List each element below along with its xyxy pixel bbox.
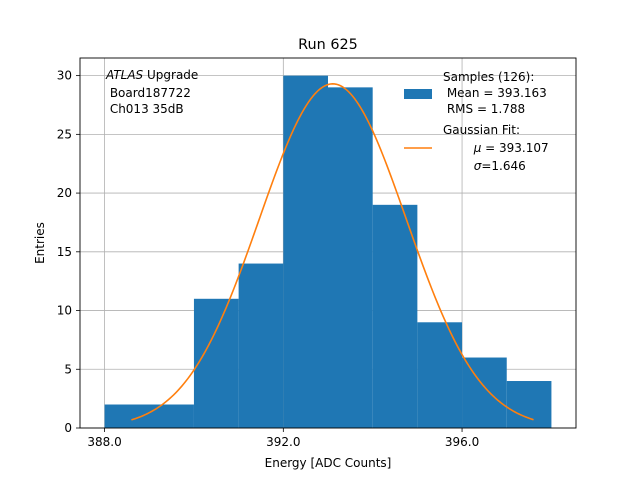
y-tick-label: 25: [57, 127, 72, 141]
histogram-bar: [506, 381, 552, 428]
histogram-bars: [104, 75, 552, 428]
legend-fit-sigma: σ=1.646: [443, 159, 545, 173]
y-tick-label: 10: [57, 304, 72, 318]
channel-label: Ch013 35dB: [106, 102, 184, 116]
histogram-bar: [328, 87, 373, 428]
legend-samples-swatch: [404, 89, 432, 99]
x-axis-label: Energy [ADC Counts]: [265, 456, 392, 470]
y-tick-label: 5: [64, 362, 72, 376]
y-axis-ticks: 0 5 10 15 20 25 30: [57, 69, 80, 435]
legend: Samples (126): Mean = 393.163 RMS = 1.78…: [404, 70, 568, 173]
histogram-bar: [462, 357, 507, 428]
run-annotation: ATLAS Upgrade Board187722 Ch013 35dB: [105, 68, 198, 116]
x-axis-ticks: 388.0 392.0 396.0: [87, 428, 479, 449]
atlas-label: ATLAS: [105, 68, 144, 82]
histogram-bar: [417, 322, 463, 428]
y-tick-label: 0: [64, 421, 72, 435]
legend-samples-rms: RMS = 1.788: [443, 102, 525, 116]
board-label: Board187722: [106, 86, 191, 100]
gaussian-fit-curve: [131, 83, 534, 421]
x-tick-label: 388.0: [87, 435, 121, 449]
chart-title: Run 625: [298, 37, 358, 53]
histogram-bar: [283, 75, 328, 428]
y-axis-label: Entries: [33, 222, 47, 264]
legend-fit-mu: μ = 393.107: [443, 141, 568, 155]
x-tick-label: 396.0: [445, 435, 479, 449]
histogram-bar: [193, 298, 239, 428]
legend-samples-title: Samples (126):: [443, 70, 534, 84]
svg-text:ATLAS Upgrade: ATLAS Upgrade: [105, 68, 198, 82]
x-tick-label: 392.0: [266, 435, 300, 449]
legend-samples-mean: Mean = 393.163: [443, 86, 547, 100]
y-tick-label: 30: [57, 69, 72, 83]
histogram-bar: [104, 404, 194, 428]
legend-fit-title: Gaussian Fit:: [443, 123, 520, 137]
plot-frame: [79, 57, 577, 429]
y-tick-label: 20: [57, 186, 72, 200]
y-tick-label: 15: [57, 245, 72, 259]
histogram-bar: [238, 263, 284, 428]
histogram-bar: [372, 204, 418, 428]
upgrade-label: Upgrade: [143, 68, 198, 82]
